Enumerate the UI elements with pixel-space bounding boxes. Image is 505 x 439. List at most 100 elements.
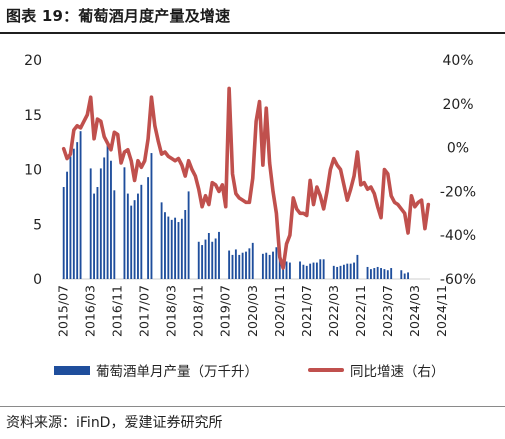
bar bbox=[62, 187, 65, 279]
bar bbox=[339, 265, 342, 279]
bar bbox=[346, 263, 349, 279]
bar bbox=[106, 143, 109, 279]
bar bbox=[268, 254, 271, 279]
bar bbox=[288, 262, 291, 279]
bar bbox=[96, 187, 99, 279]
bar bbox=[140, 184, 143, 279]
chart-title: 图表 19：葡萄酒月度产量及增速 bbox=[6, 7, 231, 25]
bar bbox=[312, 262, 315, 279]
bar bbox=[285, 261, 288, 279]
legend-item-bar: 葡萄酒单月产量（万千升） bbox=[54, 360, 258, 380]
bar bbox=[234, 249, 237, 279]
x-tick-label: 2019/07 bbox=[218, 285, 233, 337]
bar bbox=[164, 212, 166, 279]
source-note: 资料来源：iFinD，爱建证券研究所 bbox=[6, 415, 223, 431]
chart-area: 0 5 10 15 20 -60% -40% -20% 0% 20% 40% 2015/07 2016/… bbox=[24, 53, 476, 337]
y-left-tick-label: 10 bbox=[24, 163, 42, 179]
bar bbox=[319, 259, 322, 279]
legend: 葡萄酒单月产量（万千升） 同比增速（右） bbox=[0, 360, 505, 384]
bar bbox=[309, 263, 312, 279]
bar bbox=[366, 266, 369, 279]
bar bbox=[336, 266, 339, 279]
bar bbox=[400, 270, 403, 279]
bar bbox=[99, 168, 102, 279]
bar bbox=[386, 270, 389, 279]
bar bbox=[207, 233, 210, 279]
y-left-tick-label: 0 bbox=[33, 272, 42, 288]
bar bbox=[407, 272, 409, 279]
bar bbox=[265, 252, 268, 279]
bar bbox=[174, 217, 177, 279]
bar bbox=[130, 205, 133, 279]
bar bbox=[248, 248, 251, 279]
bar bbox=[342, 264, 345, 279]
bar bbox=[272, 251, 274, 280]
y-right-tick-label: -40% bbox=[440, 228, 476, 244]
bar bbox=[353, 262, 355, 279]
bar bbox=[69, 156, 72, 279]
bar bbox=[275, 247, 278, 279]
bar bbox=[282, 261, 285, 279]
bar bbox=[278, 258, 281, 279]
bar bbox=[76, 142, 79, 280]
x-tick-label: 2022/11 bbox=[353, 285, 368, 337]
bar bbox=[251, 242, 254, 279]
bar bbox=[184, 210, 187, 279]
bar bbox=[160, 202, 163, 279]
x-tick-label: 2023/07 bbox=[380, 285, 395, 337]
x-tick-label: 2016/11 bbox=[110, 285, 125, 337]
bar bbox=[322, 259, 325, 279]
bar bbox=[147, 177, 150, 279]
legend-line-label: 同比增速（右） bbox=[350, 364, 445, 380]
y-right-tick-label: -20% bbox=[440, 184, 476, 200]
x-tick-label: 2018/03 bbox=[164, 285, 179, 337]
bar bbox=[204, 239, 207, 279]
y-left-tick-label: 20 bbox=[24, 53, 42, 69]
x-tick-label: 2021/07 bbox=[299, 285, 314, 337]
bar bbox=[211, 241, 214, 279]
bar bbox=[110, 160, 112, 279]
bar bbox=[228, 250, 231, 279]
bar bbox=[332, 265, 335, 279]
x-tick-label: 2015/07 bbox=[56, 285, 71, 337]
growth-line bbox=[61, 86, 431, 270]
bar bbox=[403, 273, 406, 279]
bar bbox=[390, 268, 393, 279]
bar bbox=[167, 216, 170, 279]
bar bbox=[302, 264, 305, 279]
bar bbox=[261, 253, 264, 279]
bar bbox=[72, 148, 75, 279]
bar bbox=[123, 167, 126, 279]
bar bbox=[376, 266, 379, 279]
bar bbox=[315, 262, 318, 279]
bar bbox=[380, 268, 382, 279]
bar bbox=[89, 168, 92, 279]
bar bbox=[93, 193, 95, 279]
bar bbox=[150, 153, 153, 279]
x-tick-label: 2020/03 bbox=[245, 285, 260, 337]
bar bbox=[113, 190, 116, 279]
bar bbox=[238, 254, 241, 279]
source-rule bbox=[0, 406, 505, 407]
bar bbox=[103, 157, 106, 279]
bar bbox=[66, 171, 68, 279]
x-tick-label: 2022/03 bbox=[326, 285, 341, 337]
title-rule bbox=[0, 32, 505, 34]
y-right-tick-label: 0% bbox=[447, 141, 469, 157]
y-right-tick-label: -60% bbox=[440, 272, 476, 288]
bar bbox=[241, 252, 244, 279]
bar bbox=[197, 241, 200, 279]
bar bbox=[299, 261, 301, 279]
legend-bar-label: 葡萄酒单月产量（万千升） bbox=[96, 364, 258, 380]
bar bbox=[79, 131, 82, 279]
y-left-tick-label: 5 bbox=[33, 217, 42, 233]
bar bbox=[177, 222, 180, 279]
y-left-tick-label: 15 bbox=[24, 108, 42, 124]
bar bbox=[218, 231, 220, 279]
bar bbox=[133, 200, 136, 279]
bar bbox=[126, 193, 129, 279]
bar bbox=[170, 219, 173, 279]
y-right-tick-label: 40% bbox=[442, 53, 473, 69]
bar bbox=[369, 269, 372, 279]
x-tick-label: 2016/03 bbox=[83, 285, 98, 337]
